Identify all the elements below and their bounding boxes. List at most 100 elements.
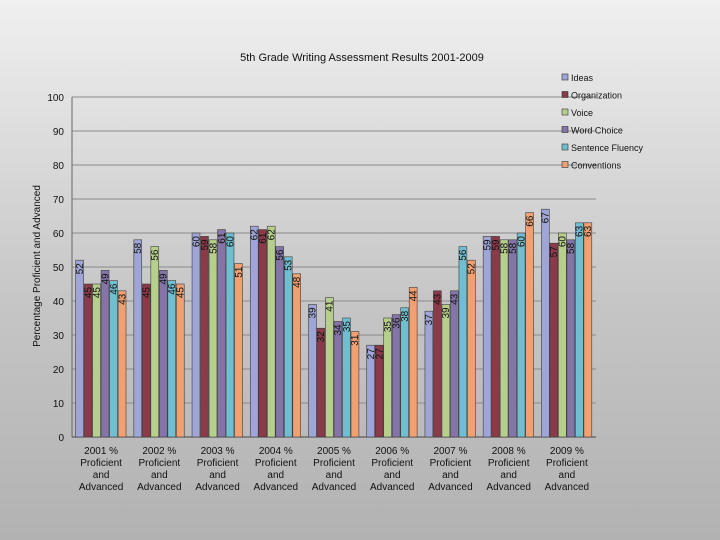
bar — [499, 239, 509, 438]
data-label: 43 — [450, 293, 461, 305]
bars: 5245454946435845564946456059586160516261… — [75, 208, 594, 438]
bar — [516, 232, 526, 438]
bar — [191, 232, 201, 438]
data-label: 46 — [109, 283, 120, 295]
bar — [308, 304, 317, 438]
bar — [292, 273, 301, 438]
data-label: 27 — [366, 348, 377, 360]
bar — [525, 212, 534, 438]
x-tick-label: 2008 % Proficient and Advanced — [486, 446, 530, 493]
bar — [83, 283, 93, 438]
x-tick-label-line: 2006 % — [375, 446, 409, 457]
x-tick-label-line: 2007 % — [433, 446, 467, 457]
bar — [117, 290, 127, 438]
x-tick-label: 2007 % Proficient and Advanced — [428, 446, 472, 493]
x-tick-label-line: 2005 % — [317, 446, 351, 457]
data-label: 35 — [383, 321, 394, 333]
data-label: 44 — [408, 290, 419, 302]
data-label: 56 — [275, 249, 286, 261]
bar — [482, 236, 492, 438]
bar-group: 37 43 39 43 56 52 — [424, 246, 478, 438]
bar — [583, 222, 593, 438]
x-tick-label-line: and — [209, 470, 226, 481]
y-tick-label: 30 — [53, 331, 65, 342]
x-tick-label-line: Advanced — [545, 482, 589, 493]
bar — [558, 232, 567, 438]
bar — [234, 263, 243, 438]
data-label: 41 — [325, 300, 336, 312]
legend-item: Ideas — [561, 73, 594, 83]
data-label: 61 — [258, 232, 269, 244]
x-tick-label-line: and — [93, 470, 110, 481]
y-tick-label: 50 — [53, 263, 65, 274]
data-label: 60 — [191, 236, 202, 248]
x-tick-label: 2004 % Proficient and Advanced — [254, 446, 298, 493]
bar — [408, 287, 418, 438]
data-label: 52 — [467, 263, 478, 275]
data-label: 48 — [292, 276, 303, 288]
x-tick-label-line: Advanced — [428, 482, 472, 493]
data-label: 59 — [482, 239, 493, 251]
y-tick-label: 100 — [47, 93, 64, 104]
bar — [100, 270, 110, 438]
x-tick-label: 2006 % Proficient and Advanced — [370, 446, 414, 493]
x-tick-label-line: Proficient — [138, 458, 180, 469]
x-tick-label-line: Proficient — [80, 458, 122, 469]
data-label: 45 — [83, 287, 94, 299]
bar — [450, 290, 459, 438]
x-tick-label-line: Proficient — [430, 458, 472, 469]
legend-label: Voice — [571, 108, 593, 118]
data-label: 58 — [499, 242, 510, 254]
bar — [316, 327, 326, 438]
bar — [424, 310, 434, 438]
data-label: 58 — [566, 242, 577, 254]
x-tick-label: 2005 % Proficient and Advanced — [312, 446, 356, 493]
x-tick-label-line: Advanced — [254, 482, 298, 493]
bar — [342, 317, 351, 438]
chart-title: 5th Grade Writing Assessment Results 200… — [240, 52, 484, 64]
bar — [266, 225, 276, 438]
x-tick-label-line: Advanced — [312, 482, 356, 493]
data-label: 58 — [133, 242, 144, 254]
x-tick-label-line: 2002 % — [142, 446, 176, 457]
x-tick-label-line: Advanced — [370, 482, 414, 493]
data-label: 45 — [142, 287, 153, 299]
x-tick-label-line: Advanced — [137, 482, 181, 493]
bar — [225, 232, 235, 438]
x-tick-label-line: and — [559, 470, 576, 481]
x-tick-label: 2002 % Proficient and Advanced — [137, 446, 181, 493]
legend-swatch — [561, 73, 569, 81]
legend-swatch — [561, 126, 569, 133]
bar — [458, 246, 468, 438]
bar — [249, 225, 259, 438]
bar — [350, 331, 360, 438]
legend-swatch — [561, 143, 569, 151]
data-label: 27 — [374, 348, 385, 360]
data-label: 56 — [458, 249, 469, 261]
data-label: 45 — [176, 287, 187, 299]
legend-swatch — [561, 161, 569, 168]
data-label: 39 — [441, 307, 452, 319]
data-label: 63 — [575, 225, 586, 237]
bar — [541, 208, 550, 438]
bar — [133, 239, 143, 438]
legend-item: Organization — [561, 91, 622, 101]
y-axis-label: Percentage Proficient and Advanced — [32, 185, 43, 347]
bar — [176, 283, 185, 438]
data-label: 31 — [350, 334, 361, 346]
data-label: 32 — [316, 331, 327, 343]
legend-item: Word Choice — [561, 126, 623, 136]
data-label: 61 — [217, 232, 228, 244]
bar — [167, 280, 177, 438]
x-tick-label-line: and — [326, 470, 343, 481]
data-label: 62 — [267, 229, 278, 241]
data-label: 58 — [508, 242, 519, 254]
